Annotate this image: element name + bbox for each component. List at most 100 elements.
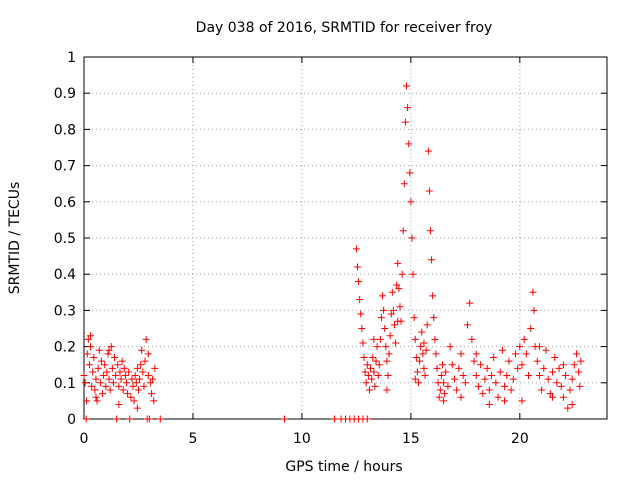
data-point	[356, 296, 364, 304]
data-point	[132, 379, 140, 387]
data-point	[82, 415, 90, 423]
data-point	[562, 372, 570, 380]
data-point	[410, 314, 418, 322]
data-point	[382, 343, 390, 351]
data-point	[370, 335, 378, 343]
data-point	[411, 375, 419, 383]
data-point	[420, 339, 428, 347]
data-point	[492, 379, 500, 387]
data-point	[435, 393, 443, 401]
data-point	[115, 401, 123, 409]
data-point	[142, 335, 150, 343]
data-point	[472, 350, 480, 358]
data-point	[555, 364, 563, 372]
data-point	[466, 299, 474, 307]
data-point	[455, 364, 463, 372]
data-point	[568, 401, 576, 409]
data-point	[401, 118, 409, 126]
data-point	[542, 346, 550, 354]
data-point	[369, 353, 377, 361]
data-point	[535, 343, 543, 351]
data-point	[131, 372, 139, 380]
data-point	[367, 364, 375, 372]
data-point	[361, 368, 369, 376]
data-point	[457, 350, 465, 358]
data-point	[90, 353, 98, 361]
data-point	[518, 361, 526, 369]
data-point	[530, 306, 538, 314]
data-point	[120, 364, 128, 372]
y-tick-label: 0.8	[54, 122, 76, 138]
data-point	[129, 382, 137, 390]
data-point	[576, 382, 584, 390]
data-point	[509, 375, 517, 383]
data-point	[371, 382, 379, 390]
data-point	[407, 198, 415, 206]
data-point	[572, 350, 580, 358]
data-point	[141, 357, 149, 365]
data-point	[87, 332, 95, 340]
data-point	[81, 379, 89, 387]
data-point	[134, 386, 142, 394]
data-point	[107, 343, 115, 351]
x-tick-label: 5	[188, 431, 197, 447]
data-point	[83, 397, 91, 405]
data-point	[457, 393, 465, 401]
x-tick-label: 10	[293, 431, 311, 447]
data-point	[540, 364, 548, 372]
data-point	[374, 372, 382, 380]
data-point	[472, 372, 480, 380]
data-point	[400, 180, 408, 188]
y-tick-label: 0.7	[54, 159, 76, 175]
data-point	[357, 310, 365, 318]
data-point	[535, 372, 543, 380]
data-point	[415, 379, 423, 387]
data-point	[418, 328, 426, 336]
data-point	[398, 270, 406, 278]
data-point	[444, 382, 452, 390]
data-point	[105, 375, 113, 383]
data-point	[425, 187, 433, 195]
data-point	[360, 353, 368, 361]
data-point	[549, 393, 557, 401]
data-point	[494, 393, 502, 401]
data-point	[423, 321, 431, 329]
data-point	[429, 292, 437, 300]
data-point	[352, 245, 360, 253]
data-point	[112, 372, 120, 380]
data-point	[446, 343, 454, 351]
data-point	[83, 350, 91, 358]
data-point	[453, 386, 461, 394]
data-point	[116, 368, 124, 376]
data-point	[119, 386, 127, 394]
data-point	[383, 386, 391, 394]
data-point	[525, 372, 533, 380]
data-point	[380, 306, 388, 314]
data-point	[419, 350, 427, 358]
data-point	[391, 321, 399, 329]
data-point	[432, 350, 440, 358]
data-point	[151, 364, 159, 372]
data-point	[405, 140, 413, 148]
data-point	[392, 339, 400, 347]
data-point	[399, 227, 407, 235]
data-point	[353, 263, 361, 271]
data-point	[533, 357, 541, 365]
y-tick-label: 0.5	[54, 231, 76, 247]
x-tick-label: 20	[511, 431, 529, 447]
data-point	[385, 350, 393, 358]
data-point	[133, 364, 141, 372]
data-point	[364, 372, 372, 380]
data-point	[566, 386, 574, 394]
data-point	[280, 415, 288, 423]
data-point	[389, 306, 397, 314]
data-point	[388, 288, 396, 296]
data-point	[420, 364, 428, 372]
data-point	[144, 350, 152, 358]
data-point	[553, 379, 561, 387]
chart-title: Day 038 of 2016, SRMTID for receiver fro…	[196, 20, 493, 36]
data-point	[546, 390, 554, 398]
data-point	[404, 104, 412, 112]
data-point	[122, 379, 130, 387]
